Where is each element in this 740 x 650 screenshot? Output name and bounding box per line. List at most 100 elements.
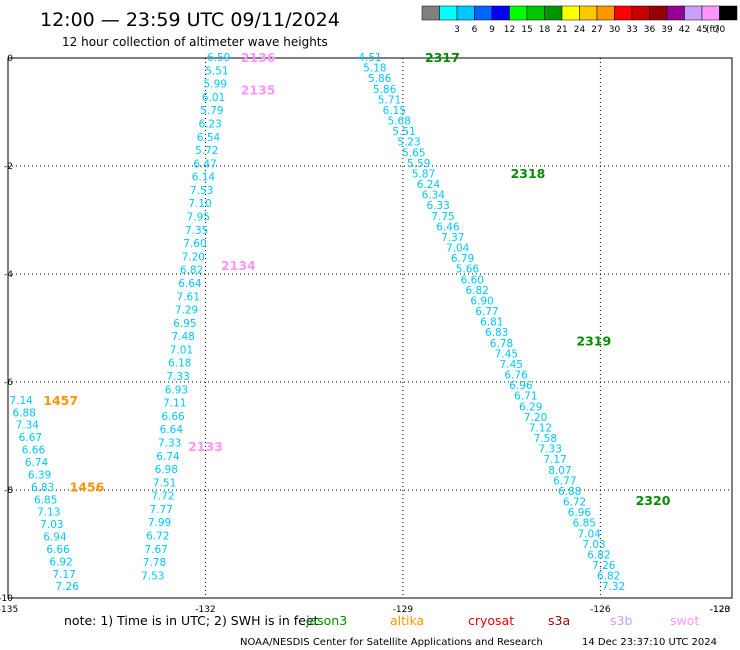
wave-height-value: 6.59 [207, 52, 230, 64]
legend-swatch [631, 5, 650, 21]
legend-swatch [561, 5, 580, 21]
wave-height-value: 7.78 [143, 557, 166, 569]
timestamp-text: 14 Dec 23:37:10 UTC 2024 [582, 637, 717, 648]
pass-label: 1456 [70, 479, 105, 494]
wave-height-value: 6.72 [146, 531, 169, 543]
wave-height-color-legend: 3 6 9 12 15 18 21 24 27 30 33 36 39 42 45 70(ft) [421, 5, 738, 35]
legend-swatch [649, 5, 668, 21]
wave-height-value: 6.83 [485, 327, 508, 339]
wave-height-value: 7.11 [163, 398, 186, 410]
satellite-name: swot [670, 613, 699, 628]
legend-swatch [684, 5, 703, 21]
wave-height-value: 7.95 [187, 212, 210, 224]
wave-height-value: 7.04 [577, 528, 601, 540]
wave-height-value: 6.94 [43, 532, 67, 544]
pass-label: 2136 [241, 50, 276, 65]
wave-height-value: 6.96 [568, 507, 592, 519]
wave-height-value: 5.18 [363, 63, 386, 75]
wave-height-value: 7.61 [177, 291, 200, 303]
pass-label: 2133 [188, 439, 223, 454]
wave-height-value: 5.87 [412, 168, 435, 180]
wave-height-value: 7.20 [524, 412, 547, 424]
wave-height-value: 6.85 [573, 518, 596, 530]
legend-label: 6 [472, 25, 478, 35]
legend-swatch [456, 5, 475, 21]
legend-label: 3 [454, 25, 460, 35]
pass-label: 2135 [241, 82, 276, 97]
legend-label: 36 [644, 25, 656, 35]
wave-height-value: 5.66 [456, 264, 480, 276]
satellite-name: jason3 [305, 613, 347, 628]
legend-label: 21 [556, 25, 567, 35]
wave-height-value: 7.58 [534, 433, 557, 445]
wave-height-value: 5.23 [397, 137, 420, 149]
wave-height-value: 6.81 [480, 317, 503, 329]
legend-swatch [509, 5, 528, 21]
wave-height-value: 7.20 [182, 251, 205, 263]
wave-height-value: 5.65 [402, 147, 425, 159]
axis-tick-labels: -135 -132 -129 -126 -123-120 0 -2 -4 -6 -8 -10 [0, 54, 730, 615]
wave-height-value: 5.72 [195, 145, 218, 157]
legend-label: 24 [574, 25, 586, 35]
wave-height-value: 4.51 [358, 52, 381, 64]
legend-swatch [614, 5, 633, 21]
wave-height-value: 6.66 [161, 411, 185, 423]
wave-height-value: 6.82 [465, 285, 488, 297]
wave-height-value: 6.66 [46, 544, 70, 556]
wave-height-value: 7.03 [40, 519, 63, 531]
wave-height-value: 6.39 [28, 469, 51, 481]
wave-height-value: 6.77 [475, 306, 498, 318]
pass-label: 2317 [425, 50, 460, 65]
wave-height-value: 6.82 [180, 265, 203, 277]
wave-height-value: 6.85 [34, 494, 57, 506]
satellite-name: altika [390, 613, 424, 628]
wave-height-value: 7.72 [151, 491, 174, 503]
pass-label: 1457 [43, 393, 78, 408]
wave-height-value: 7.53 [141, 570, 164, 582]
wave-height-value: 7.34 [16, 420, 40, 432]
wave-height-value: 7.26 [56, 581, 80, 593]
wave-height-value: 7.13 [37, 507, 60, 519]
wave-height-value: 5.99 [204, 79, 227, 91]
wave-height-value: 7.45 [495, 348, 518, 360]
wave-height-value: 7.33 [539, 444, 562, 456]
legend-label: 39 [661, 25, 673, 35]
altimeter-tracks: 6.595.515.996.015.796.236.545.726.476.14… [9, 52, 625, 593]
y-tick-label: -6 [4, 378, 13, 388]
wave-height-value: 6.15 [383, 105, 406, 117]
wave-height-value: 6.95 [173, 318, 196, 330]
wave-height-value: 7.37 [441, 232, 464, 244]
satellite-name: s3a [548, 613, 570, 628]
legend-label: 33 [626, 25, 637, 35]
x-tick-label: -132 [195, 605, 215, 615]
wave-height-value: 6.54 [197, 132, 221, 144]
wave-height-value: 5.79 [200, 105, 223, 117]
wave-height-value: 6.60 [461, 274, 484, 286]
x-tick-label: -135 [0, 605, 18, 615]
wave-height-value: 7.17 [52, 569, 75, 581]
wave-height-value: 6.24 [417, 179, 441, 191]
wave-height-value: 6.79 [451, 253, 474, 265]
legend-swatch [666, 5, 685, 21]
wave-height-value: 7.99 [148, 517, 171, 529]
x-tick-label: -123 [710, 605, 730, 615]
legend-swatch [701, 5, 720, 21]
legend-label: 27 [591, 25, 602, 35]
wave-height-value: 7.14 [9, 395, 33, 407]
wave-height-value: 6.46 [436, 221, 460, 233]
satellite-legend: jason3 altika cryosat s3a s3b swot [305, 613, 699, 628]
credit-text: NOAA/NESDIS Center for Satellite Applica… [240, 637, 543, 648]
footer-note: note: 1) Time is in UTC; 2) SWH is in fe… [64, 613, 319, 628]
legend-label: 9 [489, 25, 495, 35]
legend-swatch [579, 5, 598, 21]
page-subtitle: 12 hour collection of altimeter wave hei… [62, 35, 328, 49]
y-tick-label: -8 [4, 486, 13, 496]
wave-height-value: 7.32 [602, 581, 625, 593]
x-tick-label: -126 [590, 605, 611, 615]
wave-height-value: 5.51 [205, 65, 228, 77]
pass-label: 2134 [221, 258, 256, 273]
wave-height-value: 7.51 [153, 477, 176, 489]
wave-height-value: 7.29 [175, 305, 198, 317]
plot-frame [7, 57, 733, 599]
wave-height-value: 5.86 [368, 73, 392, 85]
